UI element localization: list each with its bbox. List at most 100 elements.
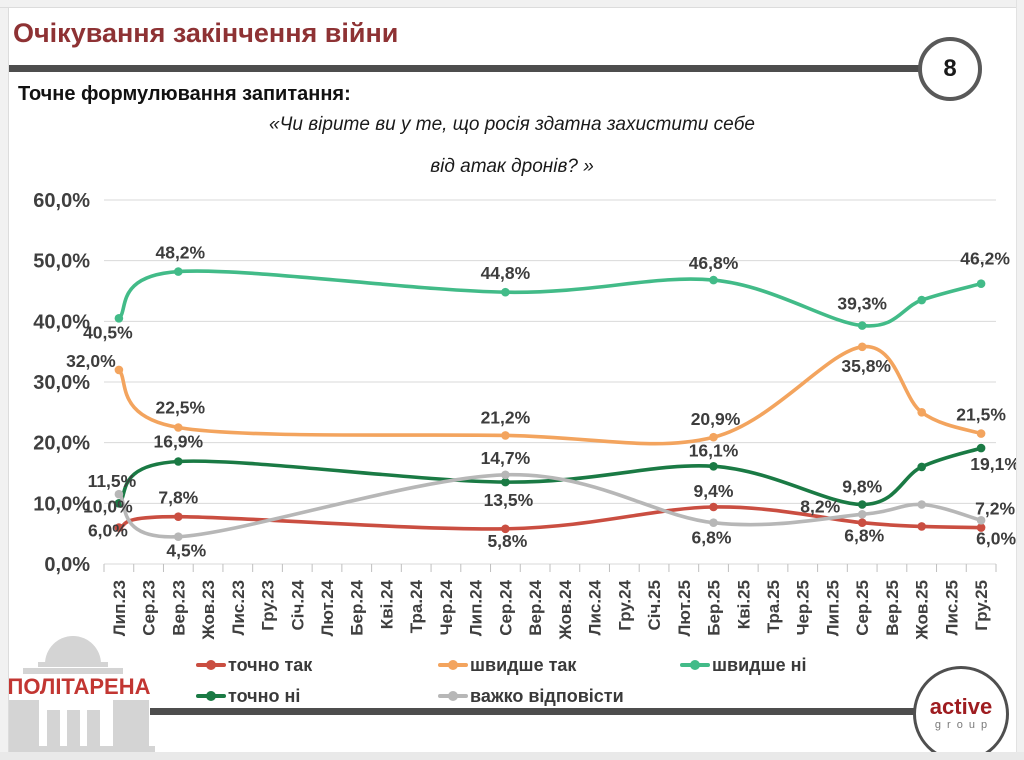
data-point [114, 523, 124, 532]
header-divider [8, 65, 919, 72]
politarena-building-icon [5, 636, 155, 755]
x-tick-label: Жов.25 [913, 580, 932, 641]
data-point [174, 267, 183, 276]
series-line-2 [117, 269, 983, 328]
data-point [917, 462, 926, 472]
data-point [857, 321, 867, 330]
data-point [976, 279, 986, 289]
x-tick-label: Лют.25 [675, 580, 694, 637]
legend-label: швидше ні [712, 654, 807, 675]
data-point [501, 524, 510, 534]
data-point [174, 423, 183, 432]
data-point [976, 429, 986, 438]
data-point [174, 532, 183, 541]
y-tick-label: 20,0% [33, 433, 90, 455]
legend-marker-icon [438, 655, 468, 675]
data-label: 6,8% [844, 526, 884, 546]
data-label: 16,1% [689, 440, 739, 460]
legend-item-1: швидше так [438, 655, 576, 675]
x-tick-label: Вер.24 [526, 579, 545, 635]
series-line-3 [117, 446, 983, 507]
data-label: 9,8% [842, 477, 882, 497]
data-point [857, 342, 867, 352]
x-tick-label: Вер.23 [169, 580, 188, 636]
x-tick-label: Лис.24 [586, 579, 605, 635]
data-label: 9,4% [694, 481, 734, 501]
data-point [501, 470, 510, 480]
y-tick-label: 60,0% [33, 190, 90, 212]
data-label: 7,2% [975, 498, 1015, 518]
x-tick-label: Лип.23 [110, 580, 129, 636]
data-label: 8,2% [800, 496, 840, 516]
x-tick-label: Гру.23 [259, 580, 278, 631]
page-number: 8 [943, 55, 957, 82]
x-tick-label: Січ.25 [645, 580, 664, 631]
legend-item-4: важко відповісти [438, 686, 624, 706]
data-label: 10,0% [83, 496, 133, 516]
legend-item-0: точно так [196, 655, 312, 675]
y-tick-label: 30,0% [33, 372, 90, 394]
slide-border-top [0, 0, 1024, 8]
data-label: 21,5% [956, 405, 1006, 425]
data-point [709, 462, 718, 471]
x-tick-label: Сер.23 [140, 580, 159, 636]
data-label: 39,3% [837, 294, 887, 314]
active-group-logo: active group [913, 666, 1009, 760]
data-point [976, 516, 986, 525]
x-tick-label: Жов.24 [556, 579, 575, 640]
page-title: Очікування закінчення війни [13, 18, 399, 48]
active-group-name: active [929, 694, 993, 719]
data-point [976, 523, 986, 532]
series-line-0 [117, 505, 983, 531]
data-point [501, 287, 510, 297]
data-label: 7,8% [158, 488, 198, 508]
data-label: 32,0% [66, 351, 116, 371]
data-point [709, 432, 718, 442]
data-label: 6,8% [692, 528, 732, 548]
data-label: 44,8% [481, 263, 531, 283]
slide-border-left [0, 0, 9, 760]
x-tick-label: Сер.24 [496, 579, 515, 635]
data-label: 14,7% [481, 448, 531, 468]
politarena-wordmark: ПОЛІТАРЕНА [8, 674, 151, 699]
x-tick-label: Чер.24 [437, 579, 456, 635]
data-point [857, 510, 867, 519]
data-label: 22,5% [155, 398, 205, 418]
data-label: 6,0% [88, 521, 128, 541]
legend-item-3: точно ні [196, 686, 300, 706]
data-label: 46,8% [689, 253, 739, 273]
data-point [114, 365, 124, 375]
y-tick-label: 40,0% [33, 311, 90, 333]
x-tick-label: Жов.23 [199, 580, 218, 641]
x-tick-label: Лис.23 [229, 580, 248, 635]
data-point [114, 489, 124, 499]
x-tick-label: Гру.25 [972, 580, 991, 631]
data-label: 16,9% [153, 432, 203, 452]
question-label: Точне формулювання запитання: [18, 83, 351, 105]
legend-item-2: швидше ні [680, 655, 806, 675]
data-point [709, 275, 718, 285]
legend-marker-icon [438, 686, 468, 706]
active-group-subname: group [934, 719, 994, 731]
data-point [114, 314, 124, 323]
data-label: 46,2% [960, 249, 1010, 269]
data-point [917, 500, 926, 509]
question-line-1: «Чи вірите ви у те, що росія здатна захи… [269, 114, 755, 135]
slide-border-right [1016, 0, 1024, 760]
slide-border-bottom [0, 752, 1024, 760]
politarena-logo: ПОЛІТАРЕНА [5, 626, 157, 756]
x-tick-label: Січ.24 [288, 579, 307, 630]
y-tick-label: 10,0% [33, 493, 90, 515]
legend-marker-icon [196, 655, 226, 675]
x-tick-label: Бер.25 [705, 580, 724, 636]
legend-label: точно так [228, 654, 313, 675]
legend-label: швидше так [470, 654, 577, 675]
legend-label: важко відповісти [470, 685, 624, 706]
data-point [174, 457, 183, 466]
data-label: 40,5% [83, 322, 133, 342]
x-tick-label: Тра.25 [764, 580, 783, 633]
data-point [857, 500, 867, 509]
data-point [857, 518, 867, 527]
legend-marker-icon [196, 686, 226, 706]
x-tick-label: Чер.25 [794, 580, 813, 635]
